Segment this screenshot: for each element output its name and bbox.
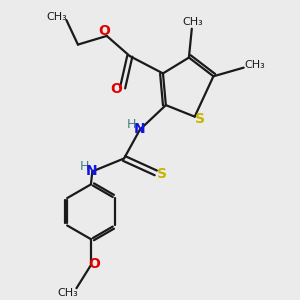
Text: N: N (134, 122, 145, 136)
Text: CH₃: CH₃ (183, 16, 204, 26)
Text: O: O (98, 24, 110, 38)
Text: CH₃: CH₃ (58, 287, 78, 298)
Text: O: O (88, 257, 100, 271)
Text: O: O (110, 82, 122, 96)
Text: H: H (80, 160, 89, 173)
Text: CH₃: CH₃ (244, 60, 265, 70)
Text: N: N (86, 164, 98, 178)
Text: H: H (127, 118, 136, 131)
Text: S: S (195, 112, 205, 126)
Text: S: S (157, 167, 167, 181)
Text: CH₃: CH₃ (46, 12, 67, 22)
